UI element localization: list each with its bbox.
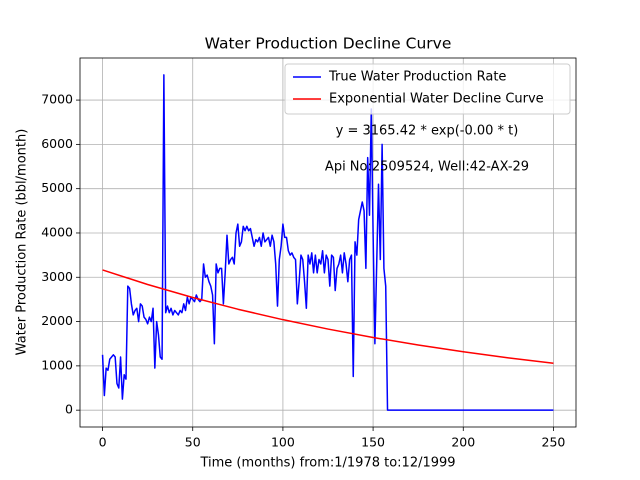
x-tick-label: 50: [185, 435, 201, 450]
y-tick-label: 4000: [41, 224, 73, 239]
legend-label: True Water Production Rate: [328, 70, 506, 85]
legend: True Water Production Rate Exponential Wa…: [284, 63, 571, 115]
plot-frame: [79, 57, 577, 428]
x-tick-label: 150: [361, 435, 385, 450]
y-tick-label: 1000: [41, 357, 73, 372]
y-tick-label: 0: [65, 402, 73, 417]
data-line: [101, 74, 554, 411]
y-tick-label: 7000: [41, 92, 73, 107]
chart-title: Water Production Decline Curve: [205, 35, 452, 53]
y-tick-label: 6000: [41, 136, 73, 151]
y-tick-label: 5000: [41, 180, 73, 195]
data-line: [102, 269, 554, 365]
y-axis-label: Water Production Rate (bbl/month): [15, 129, 30, 356]
annotation: y = 3165.42 * exp(-0.00 * t): [336, 124, 519, 139]
y-tick-label: 2000: [41, 313, 73, 328]
legend-label: Exponential Water Decline Curve: [329, 92, 544, 107]
x-tick-label: 250: [542, 435, 566, 450]
x-tick-label: 100: [271, 435, 295, 450]
x-tick-label: 0: [99, 435, 107, 450]
x-tick-label: 200: [451, 435, 475, 450]
x-axis-label: Time (months) from:1/1978 to:12/1999: [199, 456, 455, 471]
y-tick-label: 3000: [41, 269, 73, 284]
legend-box: [284, 63, 571, 115]
annotation: Api No:2509524, Well:42-AX-29: [325, 160, 529, 175]
